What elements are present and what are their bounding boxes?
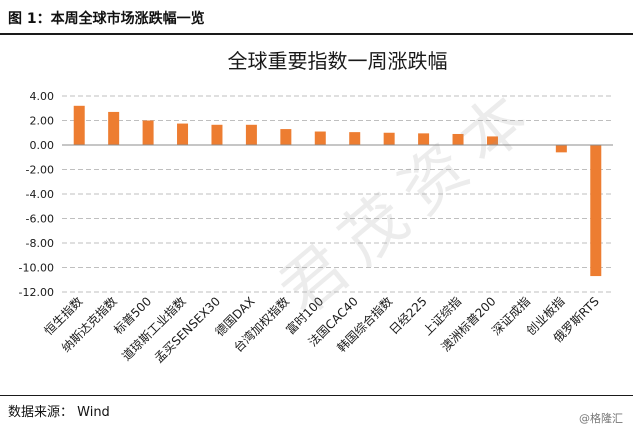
y-tick-label: -6.00 (26, 213, 54, 226)
bar (211, 124, 223, 145)
y-tick-label: -2.00 (26, 164, 54, 177)
bar (418, 133, 430, 145)
source-note: 数据来源： Wind (8, 405, 110, 420)
y-tick-label: 4.00 (30, 90, 55, 103)
y-tick-label: -10.00 (19, 262, 54, 275)
y-tick-label: 0.00 (30, 139, 55, 152)
bar-chart: 全球重要指数一周涨跌幅 4.00 2.00 0.00 -2.00 -4.00 -6.00 -8… (19, 49, 613, 366)
footer-rule (0, 395, 633, 396)
y-tick-label: 2.00 (30, 115, 55, 128)
bar (555, 145, 567, 153)
bar (280, 129, 292, 145)
bar (73, 105, 85, 145)
bar (177, 123, 189, 145)
y-tick-label: -4.00 (26, 188, 54, 201)
credit-text: @格隆汇 (579, 412, 623, 425)
y-tick-label: -12.00 (19, 286, 54, 299)
bar (383, 132, 395, 145)
y-tick-label: -8.00 (26, 237, 54, 250)
bar (245, 124, 257, 145)
bar (452, 133, 464, 145)
figure-label: 图 1：本周全球市场涨跌幅一览 (8, 11, 205, 27)
bar (108, 111, 120, 145)
bar (349, 132, 361, 145)
bar (142, 120, 154, 145)
bar (590, 145, 602, 277)
header-rule (0, 33, 633, 35)
figure-header: 图 1：本周全球市场涨跌幅一览 (0, 0, 633, 36)
chart-title: 全球重要指数一周涨跌幅 (228, 49, 448, 73)
bar (486, 136, 498, 145)
bar (314, 131, 326, 145)
